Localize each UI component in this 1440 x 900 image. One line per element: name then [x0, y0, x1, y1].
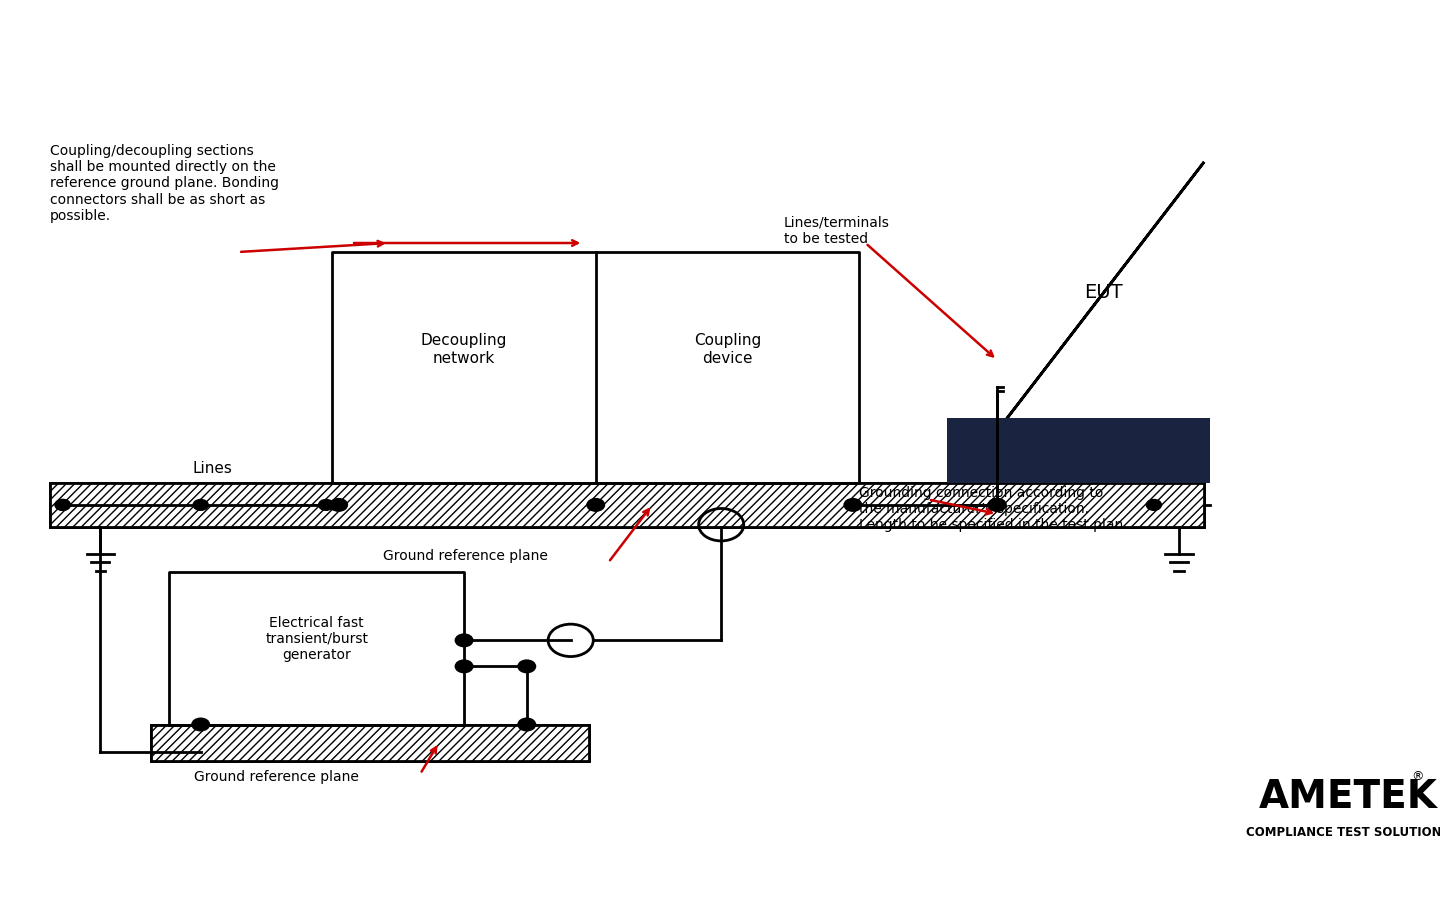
Circle shape [989, 500, 1005, 510]
Text: Lines: Lines [192, 462, 232, 476]
Circle shape [330, 499, 347, 511]
Polygon shape [1310, 778, 1329, 812]
Circle shape [588, 499, 605, 511]
Text: ®: ® [1411, 770, 1424, 783]
Text: Coupling
device: Coupling device [694, 334, 762, 366]
Bar [151, 724, 589, 760]
Circle shape [192, 718, 209, 731]
Circle shape [455, 634, 472, 647]
Text: Electrical fast
transient/burst
generator: Electrical fast transient/burst generato… [265, 616, 369, 662]
Bar [151, 724, 589, 760]
Circle shape [988, 499, 1007, 511]
Circle shape [845, 500, 861, 510]
Circle shape [55, 500, 71, 510]
Circle shape [331, 500, 346, 510]
Text: COMPLIANCE TEST SOLUTIONS: COMPLIANCE TEST SOLUTIONS [1246, 826, 1440, 839]
Circle shape [455, 660, 472, 672]
Text: EUT: EUT [1084, 283, 1123, 302]
Text: Lines/terminals
to be tested: Lines/terminals to be tested [783, 216, 890, 247]
Circle shape [988, 499, 1007, 511]
Bar [948, 418, 1211, 483]
Circle shape [318, 500, 334, 510]
Text: AMETEK: AMETEK [1259, 778, 1437, 815]
Circle shape [518, 718, 536, 731]
Text: Coupling/decoupling sections
shall be mounted directly on the
reference ground p: Coupling/decoupling sections shall be mo… [50, 144, 279, 223]
Text: Ground reference plane: Ground reference plane [383, 549, 547, 563]
Bar [50, 483, 1204, 526]
Bar [50, 483, 1204, 526]
Circle shape [55, 500, 71, 510]
Text: Grounding connection according to
the manufacturer’s specification.
Length to be: Grounding connection according to the ma… [860, 486, 1123, 533]
Text: Ground reference plane: Ground reference plane [194, 770, 360, 784]
Circle shape [193, 500, 209, 510]
Circle shape [518, 660, 536, 672]
Text: Decoupling
network: Decoupling network [420, 334, 507, 366]
Circle shape [1146, 500, 1162, 510]
Circle shape [844, 499, 861, 511]
